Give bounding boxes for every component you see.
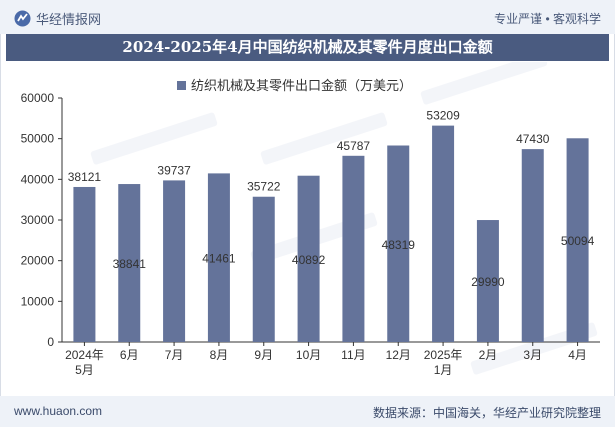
y-tick-label: 20000 bbox=[21, 254, 55, 268]
axes: 0 10000 20000 30000 40000 50000 60000 bbox=[21, 91, 600, 349]
x-tick-label: 6月 bbox=[120, 348, 139, 362]
brand-name: 华经情报网 bbox=[36, 12, 102, 27]
data-label: 39737 bbox=[157, 163, 191, 177]
x-tick-label: 1月 bbox=[434, 363, 453, 377]
x-tick-label: 12月 bbox=[386, 348, 411, 362]
y-tick-label: 60000 bbox=[21, 91, 55, 105]
x-tick-label: 2024年 bbox=[65, 348, 104, 362]
data-labels: 38121 38841 39737 41461 35722 40892 45787 48319… bbox=[68, 109, 595, 289]
legend: 纺织机械及其零件出口金额（万美元） bbox=[177, 78, 412, 93]
x-tick-label: 2025年 bbox=[424, 348, 463, 362]
data-label: 41461 bbox=[202, 252, 236, 266]
tagline: 专业严谨 • 客观科学 bbox=[494, 12, 601, 26]
y-tick-label: 0 bbox=[47, 335, 54, 349]
bars bbox=[73, 125, 589, 342]
y-tick-label: 50000 bbox=[21, 132, 55, 146]
data-label: 50094 bbox=[561, 234, 595, 248]
legend-label: 纺织机械及其零件出口金额（万美元） bbox=[191, 78, 412, 93]
x-tick-label: 4月 bbox=[568, 348, 587, 362]
bar bbox=[207, 173, 230, 342]
bar bbox=[73, 186, 96, 342]
data-label: 48319 bbox=[382, 238, 416, 252]
bar bbox=[476, 220, 499, 342]
bar bbox=[387, 145, 410, 342]
footer-bar: www.huaon.com 数据来源：中国海关，华经产业研究院整理 bbox=[0, 396, 615, 427]
data-label: 45787 bbox=[337, 139, 371, 153]
x-tick-label: 3月 bbox=[523, 348, 542, 362]
header-bar: 华经情报网 专业严谨 • 客观科学 bbox=[0, 0, 615, 34]
bar-chart: 纺织机械及其零件出口金额（万美元） 0 10000 20000 30000 40000 5… bbox=[21, 62, 600, 377]
bar bbox=[432, 125, 455, 342]
bar bbox=[252, 196, 275, 342]
bar bbox=[163, 180, 186, 342]
data-label: 38841 bbox=[113, 257, 147, 271]
y-tick-label: 30000 bbox=[21, 213, 55, 227]
watermark-mark bbox=[420, 62, 548, 105]
chart-title: 2024-2025年4月中国纺织机械及其零件月度出口金额 bbox=[122, 38, 493, 56]
bar bbox=[342, 155, 365, 342]
y-tick-label: 10000 bbox=[21, 294, 55, 308]
bar bbox=[297, 175, 320, 342]
watermark-mark bbox=[90, 112, 218, 165]
data-label: 35722 bbox=[247, 180, 281, 194]
bar bbox=[566, 138, 589, 342]
title-bar: 2024-2025年4月中国纺织机械及其零件月度出口金额 bbox=[6, 34, 609, 61]
huajing-logo-icon bbox=[14, 10, 31, 27]
data-source: 数据来源：中国海关，华经产业研究院整理 bbox=[372, 406, 601, 420]
x-tick-label: 7月 bbox=[165, 348, 184, 362]
site-url[interactable]: www.huaon.com bbox=[14, 404, 103, 418]
x-tick-label: 2月 bbox=[479, 348, 498, 362]
x-tick-label: 9月 bbox=[254, 348, 273, 362]
x-tick-label: 5月 bbox=[75, 363, 94, 377]
bar bbox=[521, 149, 544, 342]
x-tick-label: 8月 bbox=[210, 348, 229, 362]
data-label: 47430 bbox=[516, 132, 550, 146]
data-label: 53209 bbox=[426, 109, 460, 123]
brand[interactable]: 华经情报网 bbox=[14, 9, 101, 28]
watermark-mark bbox=[260, 112, 388, 165]
data-label: 38121 bbox=[68, 170, 102, 184]
x-tick-label: 11月 bbox=[341, 348, 365, 362]
legend-swatch bbox=[177, 81, 186, 90]
data-label: 40892 bbox=[292, 253, 326, 267]
x-tick-label: 10月 bbox=[296, 348, 321, 362]
watermark-mark bbox=[470, 322, 598, 375]
data-label: 29990 bbox=[471, 275, 505, 289]
bar bbox=[118, 184, 141, 342]
y-tick-label: 40000 bbox=[21, 172, 55, 186]
